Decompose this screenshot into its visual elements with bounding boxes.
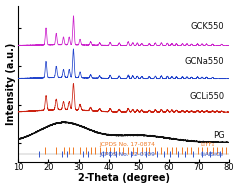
Text: PG: PG — [213, 131, 225, 139]
Text: JCPDS No. 17-0874: JCPDS No. 17-0874 — [100, 142, 156, 147]
Text: GCLi550: GCLi550 — [190, 92, 225, 101]
Text: GCNa550: GCNa550 — [185, 57, 225, 66]
X-axis label: 2-Theta (degree): 2-Theta (degree) — [78, 174, 170, 184]
Text: LiYF₄: LiYF₄ — [201, 142, 215, 147]
Text: LiAlSiO₄: LiAlSiO₄ — [201, 152, 223, 157]
Text: JCPDS No. 12-0709: JCPDS No. 12-0709 — [100, 152, 156, 157]
Y-axis label: Intensity (a.u.): Intensity (a.u.) — [6, 42, 16, 125]
Text: GCK550: GCK550 — [191, 22, 225, 31]
